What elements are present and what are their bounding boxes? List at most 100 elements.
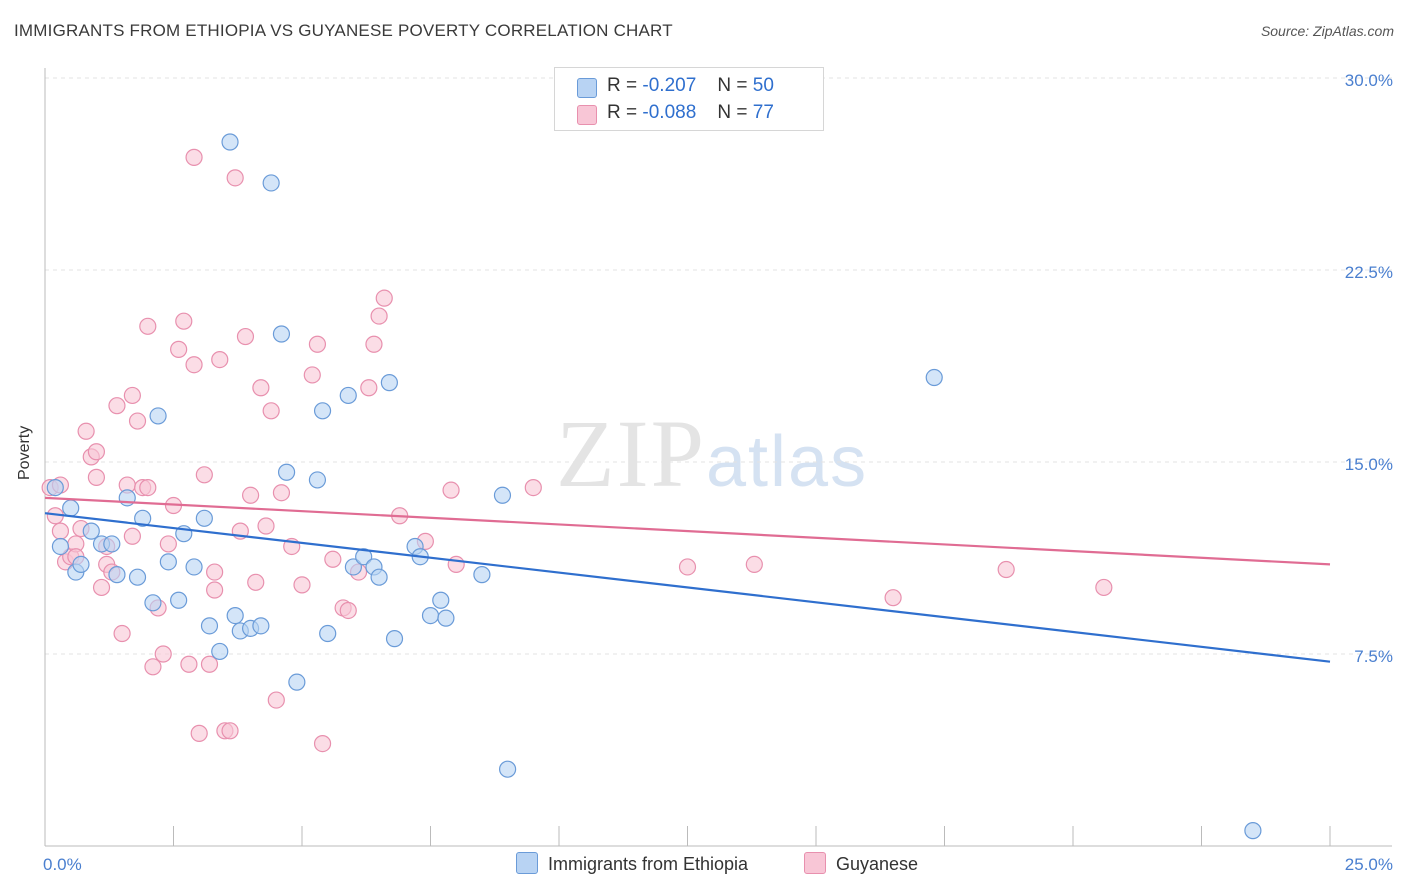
guyanese-point bbox=[226, 169, 244, 187]
guyanese-point bbox=[190, 724, 208, 742]
guyanese-point bbox=[257, 517, 275, 535]
ethiopia-point bbox=[252, 617, 270, 635]
guyanese-point bbox=[375, 289, 393, 307]
ethiopia-point bbox=[355, 548, 373, 566]
ethiopia-legend-swatch bbox=[516, 852, 538, 874]
ethiopia-point bbox=[262, 174, 280, 192]
ethiopia-point bbox=[272, 325, 291, 343]
ethiopia-trend-line bbox=[44, 512, 1331, 663]
ethiopia-point bbox=[925, 368, 943, 387]
ethiopia-point bbox=[288, 673, 306, 691]
guyanese-point bbox=[195, 466, 213, 484]
ethiopia-point bbox=[226, 606, 244, 625]
ethiopia-point bbox=[62, 499, 80, 517]
r-label: R = bbox=[607, 75, 638, 96]
guyanese-point bbox=[159, 535, 177, 553]
guyanese-point bbox=[175, 312, 193, 330]
ethiopia-point bbox=[1244, 822, 1262, 840]
x-tick-label: 25.0% bbox=[1345, 855, 1393, 874]
guyanese-point bbox=[185, 356, 203, 374]
ethiopia-point bbox=[473, 566, 491, 584]
guyanese-point bbox=[262, 402, 280, 420]
guyanese-point bbox=[252, 379, 270, 397]
correlation-legend: R = -0.207 N = 50 R = -0.088 N = 77 bbox=[554, 67, 824, 131]
guyanese-point bbox=[308, 335, 327, 353]
ethiopia-swatch bbox=[577, 78, 597, 98]
guyanese-point bbox=[884, 589, 902, 607]
guyanese-point bbox=[180, 655, 198, 673]
guyanese-point bbox=[185, 148, 203, 166]
guyanese-point bbox=[87, 468, 106, 486]
guyanese-point bbox=[92, 578, 111, 597]
legend-item-guyanese[interactable]: Guyanese bbox=[804, 852, 918, 875]
guyanese-point bbox=[524, 479, 542, 497]
guyanese-point bbox=[123, 386, 141, 405]
guyanese-point bbox=[242, 486, 260, 504]
guyanese-point bbox=[745, 555, 763, 574]
guyanese-point bbox=[51, 522, 70, 540]
y-tick-label: 30.0% bbox=[1345, 71, 1393, 90]
guyanese-legend-label: Guyanese bbox=[836, 854, 919, 874]
guyanese-point bbox=[128, 412, 147, 430]
ethiopia-point bbox=[170, 591, 188, 609]
legend-row-ethiopia-text: R = -0.207 N = 50 bbox=[607, 75, 774, 97]
guyanese-point bbox=[324, 550, 342, 568]
guyanese-point bbox=[206, 581, 224, 599]
ethiopia-point bbox=[200, 617, 219, 635]
guyanese-point bbox=[678, 558, 697, 576]
ethiopia-point bbox=[499, 760, 517, 778]
ethiopia-point bbox=[319, 624, 337, 643]
ethiopia-point bbox=[128, 568, 147, 586]
guyanese-point bbox=[108, 397, 126, 415]
guyanese-point bbox=[236, 327, 255, 346]
ethiopia-point bbox=[437, 609, 455, 627]
y-tick-label: 7.5% bbox=[1354, 647, 1393, 666]
guyanese-point bbox=[365, 335, 383, 353]
guyanese-point bbox=[144, 658, 162, 676]
ethiopia-point bbox=[421, 606, 440, 625]
guyanese-point bbox=[123, 527, 141, 545]
guyanese-point bbox=[139, 479, 157, 497]
ethiopia-point bbox=[195, 509, 213, 527]
n-label: N = bbox=[717, 102, 748, 123]
ethiopia-point bbox=[432, 591, 450, 609]
guyanese-point bbox=[997, 560, 1015, 579]
guyanese-point bbox=[87, 443, 106, 461]
guyanese-point bbox=[77, 422, 95, 440]
guyanese-point bbox=[272, 484, 291, 502]
ethiopia-point bbox=[370, 568, 388, 586]
n-value: 50 bbox=[752, 75, 774, 96]
guyanese-point bbox=[442, 481, 460, 499]
guyanese-legend-swatch bbox=[804, 852, 826, 874]
ethiopia-legend-label: Immigrants from Ethiopia bbox=[548, 854, 749, 874]
guyanese-point bbox=[339, 601, 357, 620]
ethiopia-point bbox=[277, 463, 296, 481]
ethiopia-point bbox=[103, 535, 121, 553]
ethiopia-point bbox=[185, 558, 203, 576]
guyanese-point bbox=[267, 691, 285, 709]
ethiopia-point bbox=[72, 555, 90, 574]
ethiopia-point bbox=[493, 486, 512, 504]
guyanese-point bbox=[313, 734, 332, 753]
r-label: R = bbox=[607, 102, 638, 123]
guyanese-point bbox=[447, 555, 465, 574]
ethiopia-point bbox=[211, 642, 229, 661]
y-tick-label: 15.0% bbox=[1345, 455, 1393, 474]
ethiopia-point bbox=[339, 386, 357, 405]
guyanese-point bbox=[170, 340, 188, 358]
r-value: -0.207 bbox=[642, 75, 697, 96]
legend-item-ethiopia[interactable]: Immigrants from Ethiopia bbox=[516, 852, 748, 875]
n-label: N = bbox=[717, 75, 748, 96]
guyanese-swatch bbox=[577, 105, 597, 125]
ethiopia-point bbox=[385, 630, 404, 648]
x-tick-label: 0.0% bbox=[43, 855, 82, 874]
r-value: -0.088 bbox=[642, 102, 697, 123]
guyanese-point bbox=[370, 307, 388, 325]
guyanese-point bbox=[303, 366, 321, 384]
guyanese-point bbox=[211, 351, 229, 369]
guyanese-point bbox=[154, 645, 172, 663]
n-value: 77 bbox=[752, 102, 774, 123]
guyanese-point bbox=[206, 563, 224, 581]
ethiopia-point bbox=[308, 471, 327, 489]
